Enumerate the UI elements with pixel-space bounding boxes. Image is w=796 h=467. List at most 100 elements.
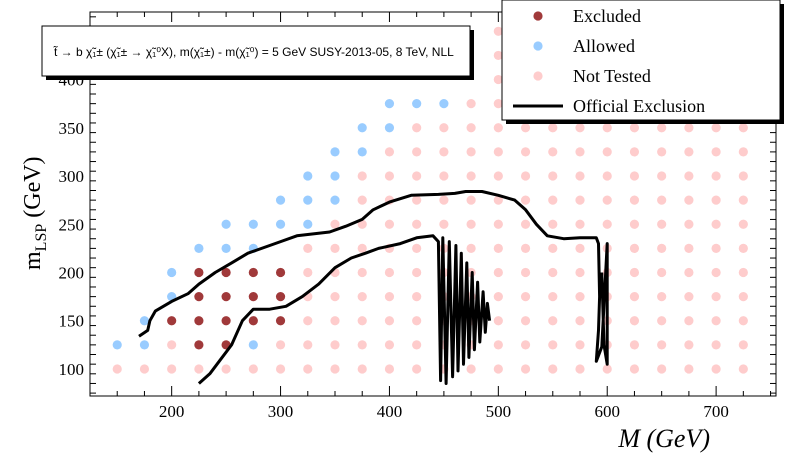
point-not-tested [493, 292, 503, 302]
point-not-tested [738, 292, 748, 302]
x-tick-label: 200 [159, 402, 185, 421]
point-not-tested [493, 364, 503, 374]
point-not-tested [520, 292, 531, 302]
point-not-tested [412, 171, 422, 181]
point-not-tested [412, 316, 422, 326]
point-not-tested [684, 171, 694, 181]
point-not-tested [412, 243, 422, 253]
legend-marker-excluded [533, 11, 543, 21]
point-not-tested [493, 243, 503, 253]
exclusion-curve-lower [197, 234, 492, 385]
info-box-frame [41, 25, 471, 77]
point-not-tested [575, 316, 585, 326]
y-tick-label: 350 [59, 119, 85, 138]
point-not-tested [412, 147, 422, 157]
point-not-tested [493, 316, 503, 326]
point-not-tested [493, 219, 503, 229]
point-not-tested [493, 340, 503, 350]
point-not-tested [684, 267, 694, 278]
point-excluded [248, 267, 258, 278]
y-axis-title-sub: LSP [33, 224, 50, 252]
point-not-tested [657, 292, 667, 302]
point-not-tested [602, 219, 612, 229]
point-not-tested [629, 195, 640, 205]
point-not-tested [357, 171, 367, 181]
point-not-tested [548, 292, 558, 302]
point-not-tested [657, 171, 667, 181]
point-not-tested [275, 364, 286, 374]
point-not-tested [412, 219, 422, 229]
legend-label-not-tested: Not Tested [573, 66, 651, 86]
point-excluded [221, 316, 231, 326]
point-not-tested [412, 364, 422, 374]
point-not-tested [738, 243, 748, 253]
point-not-tested [548, 340, 558, 350]
point-excluded [221, 292, 231, 302]
point-not-tested [684, 123, 694, 133]
point-not-tested [466, 171, 476, 181]
point-allowed [330, 195, 340, 205]
point-not-tested [412, 292, 422, 302]
point-not-tested [357, 195, 367, 205]
point-not-tested [384, 219, 395, 229]
point-not-tested [657, 364, 667, 374]
markers-layer [112, 26, 748, 374]
point-not-tested [412, 195, 422, 205]
point-not-tested [357, 267, 367, 278]
point-not-tested [520, 123, 531, 133]
point-not-tested [466, 219, 476, 229]
point-not-tested [412, 267, 422, 278]
point-not-tested [520, 147, 531, 157]
point-allowed [139, 340, 150, 350]
y-tick-label: 300 [59, 167, 85, 186]
point-not-tested [384, 267, 395, 278]
point-allowed [221, 243, 231, 253]
point-not-tested [657, 267, 667, 278]
point-not-tested [738, 219, 748, 229]
point-not-tested [112, 364, 122, 374]
point-not-tested [575, 219, 585, 229]
point-allowed [139, 316, 150, 326]
x-tick-label: 500 [486, 402, 512, 421]
point-not-tested [602, 147, 612, 157]
point-not-tested [466, 364, 476, 374]
point-not-tested [548, 316, 558, 326]
point-not-tested [303, 340, 313, 350]
point-excluded [167, 316, 177, 326]
point-not-tested [657, 219, 667, 229]
point-not-tested [357, 316, 367, 326]
point-not-tested [520, 171, 531, 181]
point-excluded [194, 267, 204, 278]
point-allowed [303, 195, 313, 205]
info-box: t̃ → b χ̃₁± (χ̃₁± → χ̃₁⁰X), m(χ̃₁±) - m(… [41, 25, 474, 80]
point-not-tested [520, 243, 531, 253]
x-tick-label: 700 [703, 402, 729, 421]
point-allowed [167, 267, 177, 278]
point-allowed [384, 99, 395, 109]
point-not-tested [520, 267, 531, 278]
info-text: t̃ → b χ̃₁± (χ̃₁± → χ̃₁⁰X), m(χ̃₁±) - m(… [53, 44, 455, 59]
point-not-tested [629, 292, 640, 302]
point-not-tested [602, 195, 612, 205]
point-not-tested [357, 292, 367, 302]
y-tick-label: 100 [59, 360, 85, 379]
legend-marker-not-tested [533, 71, 543, 81]
y-axis-title-unit: (GeV) [20, 156, 46, 223]
point-not-tested [711, 364, 721, 374]
y-tick-label: 200 [59, 264, 85, 283]
point-not-tested [330, 243, 340, 253]
point-excluded [248, 316, 258, 326]
point-allowed [357, 123, 367, 133]
point-not-tested [738, 267, 748, 278]
point-not-tested [520, 340, 531, 350]
point-not-tested [575, 147, 585, 157]
plot-frame [89, 11, 777, 397]
point-not-tested [466, 123, 476, 133]
point-not-tested [738, 147, 748, 157]
point-not-tested [575, 292, 585, 302]
point-not-tested [575, 195, 585, 205]
point-not-tested [493, 267, 503, 278]
point-not-tested [657, 147, 667, 157]
point-not-tested [548, 219, 558, 229]
